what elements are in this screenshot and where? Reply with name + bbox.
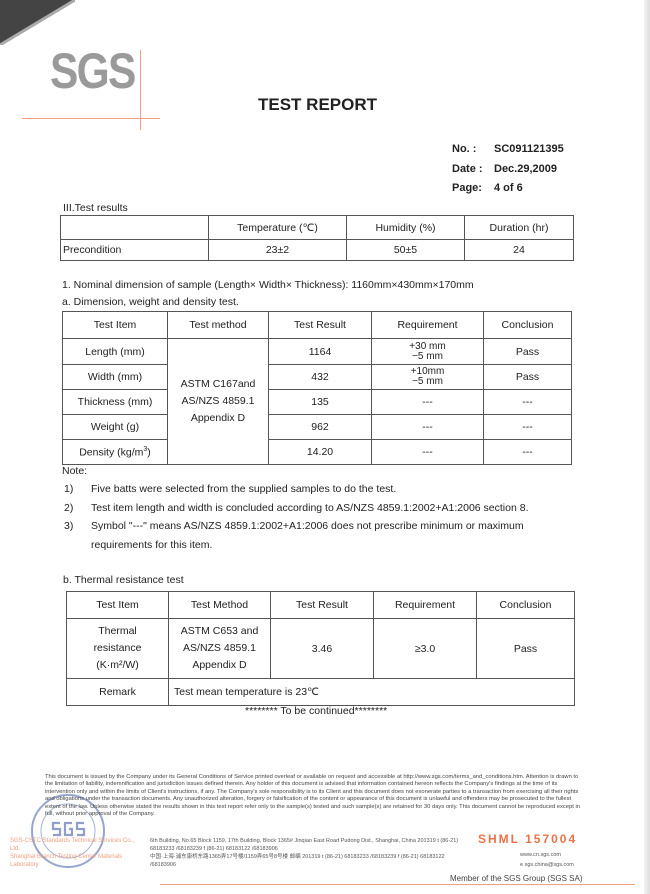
table-row: Weight (g) 962 --- --- (62, 414, 572, 440)
report-number: No. : SC091121395 (452, 143, 564, 155)
dimension-test-title: a. Dimension, weight and density test. (62, 296, 239, 308)
continued-note: ******** To be continued******** (245, 705, 388, 717)
shml-number: SHML 157004 (478, 832, 578, 846)
note-number: 1) (64, 483, 74, 495)
page-edge (644, 0, 650, 894)
table-row: Remark Test mean temperature is 23℃ (66, 678, 575, 706)
note-number: 3) (64, 520, 74, 532)
logo-line (22, 118, 160, 119)
conditions-table: Temperature (℃) Humidity (%) Duration (hr)… (60, 215, 574, 261)
table-row: Density (kg/m3) 14.20 --- --- (62, 439, 572, 465)
section-title: III.Test results (63, 202, 128, 214)
report-date: Date : Dec.29,2009 (452, 163, 557, 175)
company-lab: Shanghai Branch Testing Center Materials… (10, 854, 123, 868)
stamp-lettering (51, 821, 86, 837)
note-text: Symbol "---" means AS/NZS 4859.1:2002+A1… (91, 520, 524, 532)
company-name: SGS-CSTC Standards Technical Services Co… (10, 838, 134, 852)
table-row: Thermal resistance (K·m²/W) ASTM C653 and A… (66, 618, 575, 679)
dimension-table: Test Item Test method Test Result Requireme… (62, 311, 572, 465)
website-link[interactable]: www.cn.sgs.com (520, 852, 561, 858)
address-cn: 中国·上海·浦东康桥东路1365弄17号楼/1159弄65号8号楼 邮编 201… (150, 854, 445, 868)
sgs-logo: SGS (50, 43, 136, 99)
report-title: TEST REPORT (258, 95, 378, 114)
test-method: ASTM C167and AS/NZS 4859.1 Appendix D (167, 338, 269, 465)
note-text: Test item length and width is concluded … (91, 502, 529, 514)
table-row: Thickness (mm) 135 --- --- (62, 389, 572, 415)
sgs-stamp (31, 794, 105, 868)
address-en: 6th Building, No.65 Block 1159, 17th Bui… (150, 838, 459, 852)
footer-divider (160, 884, 635, 885)
density-item: Density (kg/m3) (62, 439, 168, 465)
page-corner-fold (0, 0, 75, 45)
logo-line (140, 50, 141, 130)
table-row: Length (mm) ASTM C167and AS/NZS 4859.1 App… (62, 338, 572, 465)
note-number: 2) (64, 502, 74, 514)
footer-disclaimer: This document is issued by the Company u… (45, 774, 580, 818)
nominal-dimension: 1. Nominal dimension of sample (Length× … (62, 279, 474, 291)
report-page-number: Page: 4 of 6 (452, 182, 523, 194)
note-text: Five batts were selected from the suppli… (91, 483, 397, 495)
member-note: Member of the SGS Group (SGS SA) (450, 874, 583, 883)
note-text: requirements for this item. (91, 539, 213, 551)
thermal-test-title: b. Thermal resistance test (63, 574, 184, 586)
email-link[interactable]: e sgs.china@sgs.com (520, 862, 574, 868)
table-row: Width (mm) 432 +10mm −5 mm Pass (62, 364, 572, 390)
note-label: Note: (62, 465, 88, 477)
thermal-table: Test Item Test Method Test Result Requireme… (66, 591, 575, 706)
